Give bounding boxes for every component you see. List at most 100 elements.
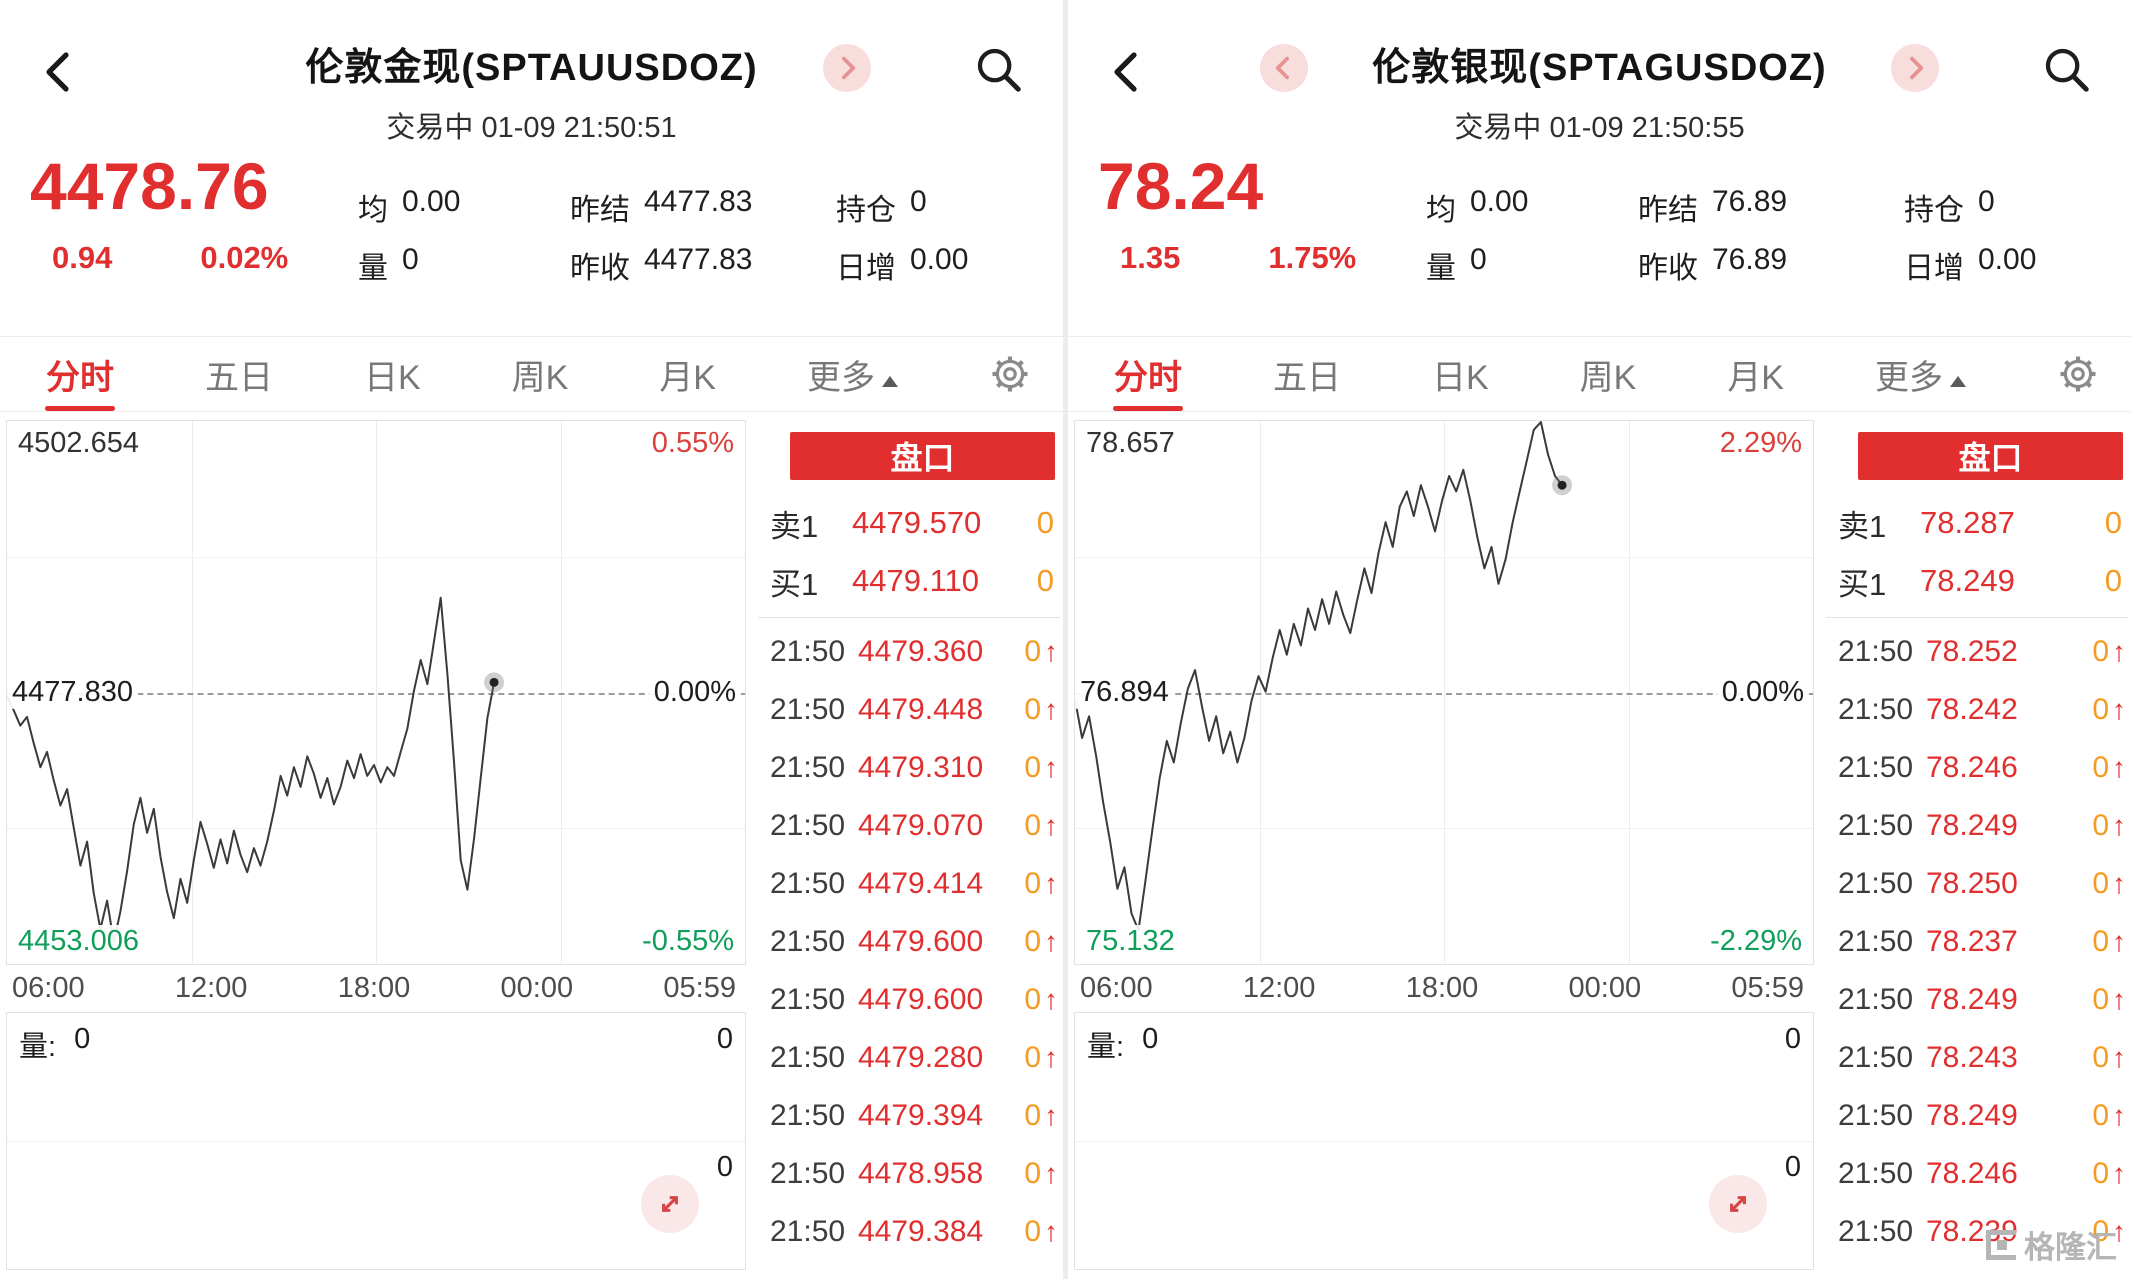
x-tick: 00:00 [1568, 972, 1642, 1004]
search-icon[interactable] [971, 42, 1025, 96]
tab-daily-k[interactable]: 日K [1431, 358, 1489, 397]
tab-intraday[interactable]: 分时 [46, 337, 114, 411]
grid-line [7, 828, 745, 830]
tick-qty: 0 [2092, 1157, 2109, 1190]
tab-intraday[interactable]: 分时 [1114, 337, 1182, 411]
tick-time: 21:50 [770, 751, 846, 784]
tick-price: 78.249 [1926, 1099, 2018, 1132]
tick-qty: 0 [2092, 1099, 2109, 1132]
grid-line [7, 556, 745, 558]
up-arrow-icon: ↑ [2112, 694, 2126, 725]
price-line-series [7, 596, 505, 944]
tick-time: 21:50 [770, 809, 846, 842]
order-book-header[interactable]: 盘口 [790, 432, 1055, 480]
tick-row: 21:50 78.250 0 ↑ [1826, 855, 2128, 913]
up-arrow-icon: ↑ [1044, 868, 1058, 899]
back-button[interactable] [36, 44, 84, 100]
up-arrow-icon: ↑ [1044, 636, 1058, 667]
x-tick: 18:00 [1405, 972, 1479, 1004]
tick-qty: 0 [2092, 1215, 2109, 1248]
tick-qty: 0 [2092, 693, 2109, 726]
page-title: 伦敦银现(SPTAGUSDOZ) [1372, 47, 1827, 89]
tick-time: 21:50 [770, 693, 846, 726]
up-arrow-icon: ↑ [2112, 1158, 2126, 1189]
price-change: 0.94 [52, 240, 113, 275]
order-book: 盘口 卖1 78.287 0 买1 78.249 0 21:50 [1826, 420, 2128, 1261]
last-price: 4478.76 [30, 149, 269, 223]
tab-five-day[interactable]: 五日 [204, 358, 273, 397]
prev-instrument-button[interactable] [1260, 44, 1308, 92]
intraday-chart[interactable]: 4502.654 0.55% 4477.830 0.00% 4453.006 -… [6, 420, 746, 965]
prev-settle-line [1075, 692, 1813, 695]
period-tabbar: 分时 五日 日K 周K 月K 更多 [1068, 336, 2131, 412]
tick-time: 21:50 [1838, 751, 1914, 784]
chart-pane: 78.657 2.29% 76.894 0.00% 75.132 -2.29% … [1074, 420, 1814, 1270]
tick-qty: 0 [2092, 751, 2109, 784]
y-axis-mid-percent: 0.00% [1716, 675, 1809, 709]
gear-icon[interactable] [2057, 337, 2099, 411]
tick-price: 4479.310 [858, 751, 984, 784]
tick-price: 78.246 [1926, 751, 2018, 784]
up-arrow-icon: ↑ [1044, 926, 1058, 957]
divider [758, 617, 1060, 618]
tick-qty: 0 [1024, 1099, 1041, 1132]
tick-qty: 0 [2092, 983, 2109, 1016]
gelonghui-logo-icon [1986, 1229, 2016, 1260]
tick-list: 21:50 4479.360 0 ↑ 21:50 4479.448 0 ↑ [758, 623, 1060, 1261]
tab-more[interactable]: 更多 [807, 337, 898, 411]
volume-pane[interactable]: 量: 0 0 0 [1074, 1012, 1814, 1270]
up-arrow-icon: ↑ [2112, 1100, 2126, 1131]
tick-qty: 0 [1024, 751, 1041, 784]
tick-price: 4479.600 [858, 925, 984, 958]
tick-time: 21:50 [770, 1157, 846, 1190]
order-book-header[interactable]: 盘口 [1858, 432, 2123, 480]
tab-monthly-k[interactable]: 月K [1727, 358, 1784, 397]
fullscreen-expand-icon[interactable] [1709, 1175, 1767, 1233]
tick-price: 78.249 [1926, 983, 2018, 1016]
up-arrow-icon: ↑ [1044, 1042, 1058, 1073]
tick-time: 21:50 [1838, 635, 1914, 668]
tick-price: 78.246 [1926, 1157, 2018, 1190]
fullscreen-expand-icon[interactable] [641, 1175, 699, 1233]
back-button[interactable] [1104, 44, 1152, 100]
volume-pane[interactable]: 量: 0 0 0 [6, 1012, 746, 1270]
y-axis-mid-label: 4477.830 [7, 675, 138, 709]
tab-weekly-k[interactable]: 周K [511, 358, 569, 397]
tick-price: 4479.394 [858, 1099, 984, 1132]
next-instrument-button[interactable] [823, 44, 871, 92]
stat-open-interest: 持仓 0 [1904, 185, 1995, 227]
intraday-chart[interactable]: 78.657 2.29% 76.894 0.00% 75.132 -2.29% [1074, 420, 1814, 965]
tick-time: 21:50 [1838, 1099, 1914, 1132]
tick-qty: 0 [1024, 925, 1041, 958]
gear-icon[interactable] [989, 337, 1031, 411]
tick-time: 21:50 [770, 635, 846, 668]
grid-line [1075, 556, 1813, 558]
tab-monthly-k[interactable]: 月K [659, 358, 716, 397]
tab-five-day[interactable]: 五日 [1272, 358, 1341, 397]
gelonghui-watermark: 格隆汇 [1986, 1222, 2117, 1267]
tick-qty: 0 [2092, 925, 2109, 958]
panel-gold: 伦敦金现(SPTAUUSDOZ) 交易中 01-09 21:50:51 4478… [0, 0, 1063, 1279]
up-arrow-icon: ↑ [2112, 1042, 2126, 1073]
up-arrow-icon: ↑ [2112, 752, 2126, 783]
search-icon[interactable] [2039, 42, 2093, 96]
tick-row: 21:50 78.249 0 ↑ [1826, 1087, 2128, 1145]
tick-row: 21:50 4479.600 0 ↑ [758, 913, 1060, 971]
tick-qty: 0 [2092, 809, 2109, 842]
tab-weekly-k[interactable]: 周K [1579, 358, 1637, 397]
tick-row: 21:50 4479.384 0 ↑ [758, 1203, 1060, 1261]
y-axis-max-percent: 0.55% [646, 427, 739, 460]
tick-time: 21:50 [770, 867, 846, 900]
tab-more[interactable]: 更多 [1875, 337, 1966, 411]
x-tick: 12:00 [174, 972, 248, 1004]
tick-price: 4479.280 [858, 1041, 984, 1074]
next-instrument-button[interactable] [1891, 44, 1939, 92]
trading-status: 交易中 01-09 21:50:55 [1454, 112, 1745, 144]
tick-qty: 0 [2092, 1041, 2109, 1074]
tab-daily-k[interactable]: 日K [363, 358, 421, 397]
page-title: 伦敦金现(SPTAUUSDOZ) [305, 47, 758, 89]
